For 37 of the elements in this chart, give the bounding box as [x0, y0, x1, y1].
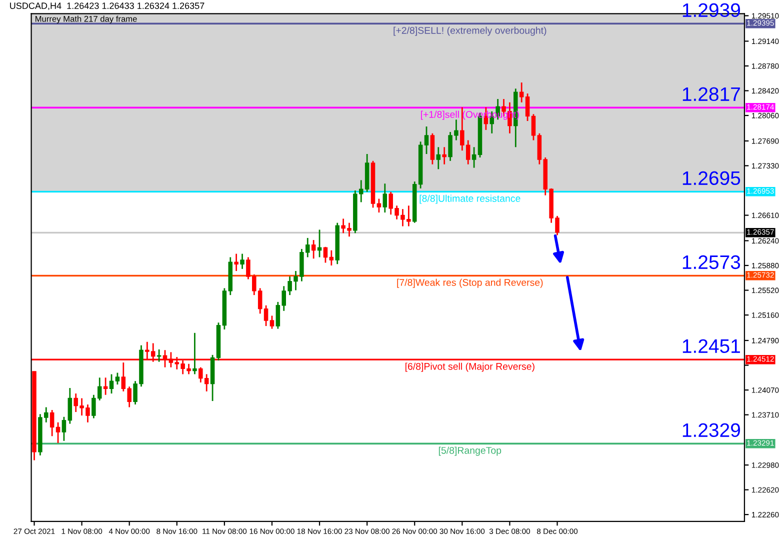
candlestick [62, 416, 66, 442]
candlestick [234, 253, 238, 272]
candlestick [525, 92, 530, 122]
candlestick [323, 246, 328, 264]
annotation: 1.2817 [682, 87, 740, 102]
candlestick [50, 409, 54, 437]
candlestick [68, 387, 72, 424]
candlestick [424, 126, 429, 155]
annotation: [7/8]Weak res (Stop and Reverse) [397, 278, 543, 288]
candlestick [109, 373, 114, 394]
candlestick [103, 376, 108, 396]
candlestick [436, 146, 441, 170]
candlestick [264, 304, 268, 327]
chart-subtitle: Murrey Math 217 day frame [36, 16, 137, 24]
candlestick [382, 182, 388, 214]
candlestick [115, 372, 120, 386]
annotation: [5/8]RangeTop [438, 446, 502, 456]
candlestick [317, 229, 322, 258]
candlestick [376, 198, 382, 214]
candlestick [519, 82, 524, 104]
annotation: 1.2329 [682, 423, 740, 438]
annotation: [6/8]Pivot sell (Major Reverse) [405, 362, 534, 372]
candlestick [270, 315, 274, 330]
candlestick [329, 250, 334, 266]
candlestick [442, 146, 446, 166]
annotation: [+2/8]SELL! (extremely overbought) [394, 26, 546, 36]
candlestick [56, 422, 60, 444]
candlestick [240, 253, 244, 270]
chart-title: USDCAD,H4 1.26423 1.26433 1.26324 1.26357 [10, 2, 204, 10]
annotation: [8/8]Ultimate resistance [420, 194, 520, 204]
candlestick [472, 146, 476, 168]
annotation: 1.2695 [682, 171, 740, 186]
annotation: 1.2573 [682, 255, 740, 270]
annotation: 1.2451 [682, 339, 740, 354]
candlestick [192, 332, 197, 375]
candlestick [531, 113, 536, 141]
candlestick [311, 239, 316, 260]
